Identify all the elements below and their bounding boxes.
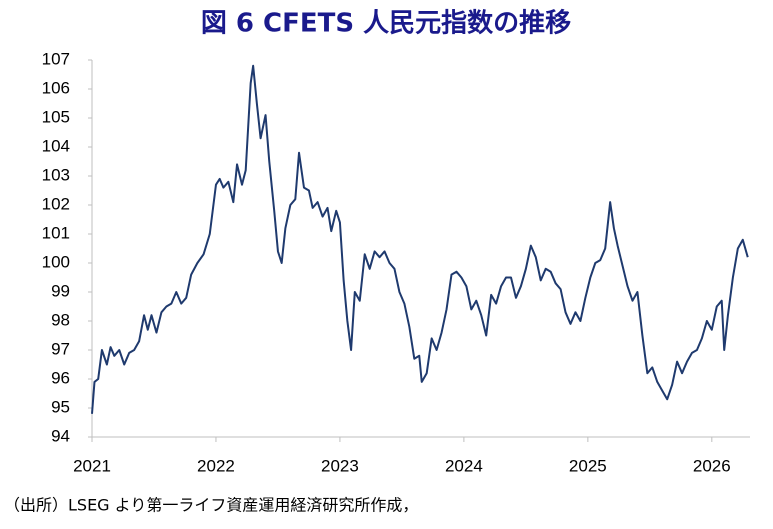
y-tick-label: 107	[42, 49, 70, 68]
y-tick-label: 102	[42, 194, 70, 213]
y-tick-label: 105	[42, 107, 70, 126]
y-tick-label: 99	[51, 281, 70, 300]
y-tick-label: 100	[42, 252, 70, 271]
y-tick-label: 97	[51, 339, 70, 358]
x-tick-label: 2021	[73, 456, 111, 475]
x-tick-label: 2024	[445, 456, 483, 475]
chart-title: 図 6 CFETS 人民元指数の推移	[201, 9, 571, 39]
x-tick-label: 2022	[197, 456, 235, 475]
y-tick-label: 98	[51, 310, 70, 329]
y-tick-label: 101	[42, 223, 70, 242]
y-tick-label: 103	[42, 165, 70, 184]
x-tick-label: 2023	[321, 456, 359, 475]
x-tick-label: 2026	[693, 456, 731, 475]
line-series	[91, 64, 749, 414]
y-tick-label: 96	[51, 368, 70, 387]
y-tick-label: 104	[42, 136, 70, 155]
y-tick-label: 94	[51, 426, 70, 445]
y-tick-label: 95	[51, 397, 70, 416]
y-tick-label: 106	[42, 78, 70, 97]
x-tick-label: 2025	[569, 456, 607, 475]
source-note: （出所）LSEG より第一ライフ資産運用経済研究所作成，	[4, 496, 418, 515]
